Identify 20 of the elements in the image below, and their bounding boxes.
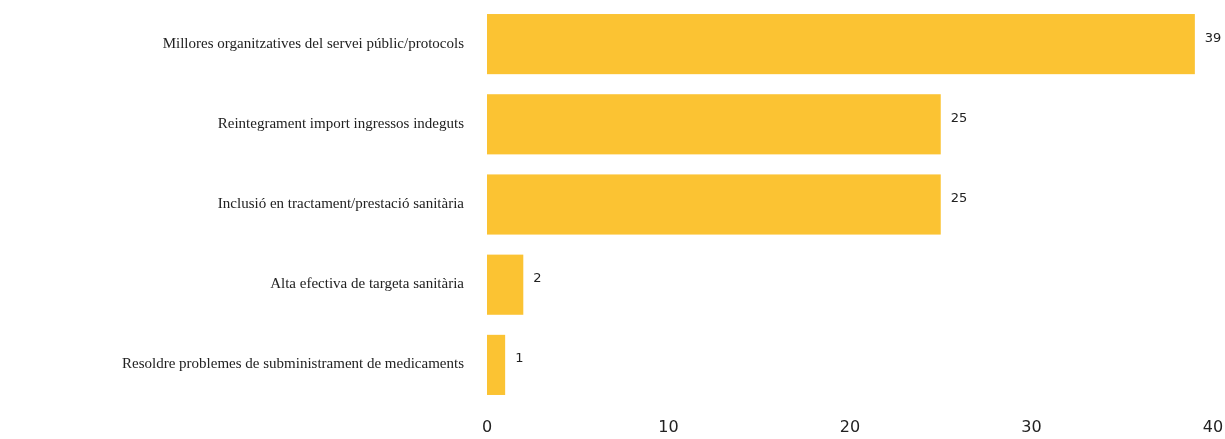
x-tick-label: 30 [1021,417,1042,436]
y-tick-label: Resoldre problemes de subministrament de medicaments [122,355,465,372]
y-tick-label: Inclusió en tractament/prestació sanitària [217,194,465,211]
bar [487,14,1195,75]
data-label: 2 [533,270,542,286]
data-label: 25 [950,109,968,125]
data-label: 25 [950,190,968,205]
bar [487,254,524,315]
bar [487,174,941,235]
data-label: 39 [1204,29,1222,45]
y-tick-label: Alta efectiva de targeta sanitària [270,275,465,292]
bar [487,94,941,155]
x-tick-label: 40 [1202,417,1224,436]
x-tick-label: 20 [839,417,861,436]
x-tick-label: 0 [481,417,493,436]
y-tick-label: Reintegrament import ingressos indeguts [217,114,465,131]
x-tick-label: 10 [658,417,679,436]
bar [487,334,506,395]
y-tick-label: Millores organitzatives del servei públic/protocols [162,34,465,51]
data-label: 1 [515,350,524,366]
